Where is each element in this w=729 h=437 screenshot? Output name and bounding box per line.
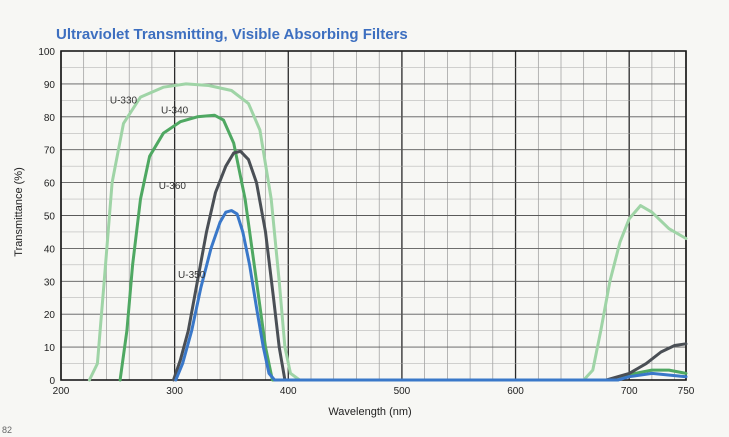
series-labels: U-330 U-340 U-360 U-350: [110, 96, 206, 281]
y-tick-label: 10: [44, 343, 56, 354]
x-tick-label: 600: [507, 386, 524, 397]
x-tick-label: 300: [166, 386, 183, 397]
page-number: 82: [2, 425, 13, 435]
x-tick-label: 200: [53, 386, 70, 397]
y-axis-label: Transmittance (%): [13, 167, 25, 256]
x-tick-label: 700: [621, 386, 638, 397]
x-tick-label: 500: [394, 386, 411, 397]
series-line-u-360: [172, 149, 688, 382]
y-tick-label: 40: [44, 244, 56, 255]
series-lines: [87, 82, 688, 382]
series-line-u-350: [174, 209, 688, 382]
y-tick-label: 60: [44, 179, 56, 190]
y-tick-label: 20: [44, 310, 56, 321]
y-tick-label: 30: [44, 277, 56, 288]
series-line-u-340: [118, 113, 688, 382]
grid: [60, 50, 687, 381]
series-label-u-340: U-340: [161, 106, 189, 117]
x-tick-label: 400: [280, 386, 297, 397]
y-tick-label: 80: [44, 113, 56, 124]
series-label-u-360: U-360: [159, 181, 187, 192]
x-tick-label: 750: [678, 386, 695, 397]
y-tick-label: 90: [44, 80, 56, 91]
y-tick-label: 70: [44, 146, 56, 157]
series-label-u-330: U-330: [110, 96, 138, 107]
series-line-u-330: [87, 82, 688, 382]
series-label-u-350: U-350: [178, 270, 206, 281]
y-tick-label: 100: [38, 47, 55, 58]
y-tick-label: 0: [49, 376, 55, 387]
x-axis-label: Wavelength (nm): [328, 406, 411, 418]
tick-labels: 200 300 400 500 600 700 750 0 10 20 30 40 50 60 70 80 90…: [38, 47, 694, 397]
chart-title: Ultraviolet Transmitting, Visible Absorb…: [56, 26, 408, 43]
y-tick-label: 50: [44, 212, 56, 223]
